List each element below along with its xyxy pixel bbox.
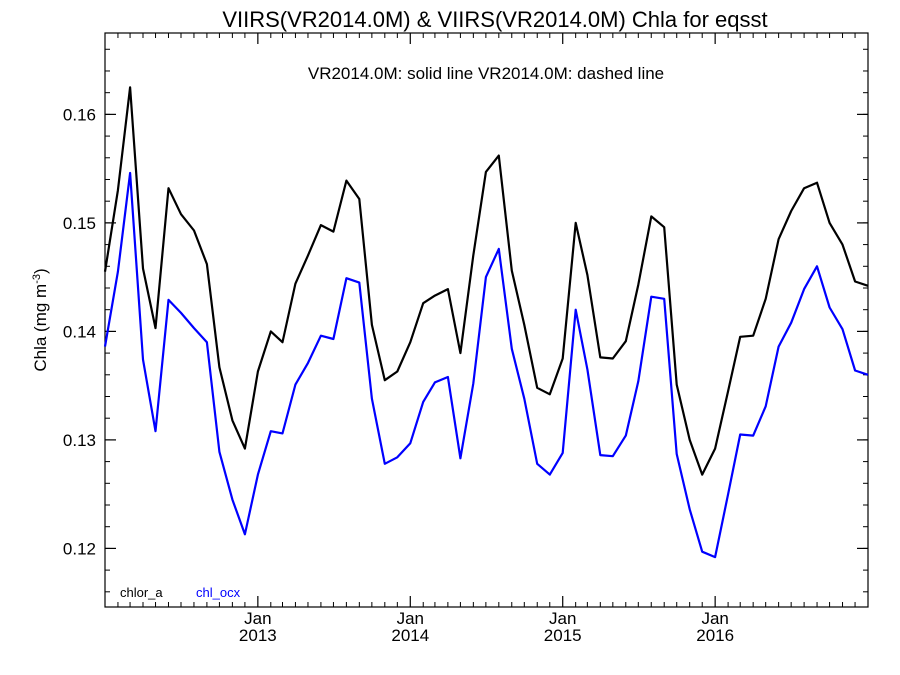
y-tick-label: 0.16 (63, 105, 96, 124)
x-tick-year: 2015 (544, 626, 582, 645)
y-minor-ticks (105, 48, 868, 593)
x-tick-year: 2016 (696, 626, 734, 645)
y-axis-label: Chla (mg m-3) (31, 268, 50, 371)
series-line-chlor-a (103, 86, 869, 476)
legend-chl-ocx: chl_ocx (196, 585, 241, 600)
data-series (103, 86, 869, 559)
y-axis-ticks: 0.12 0.13 0.14 0.15 0.16 (63, 105, 868, 558)
y-tick-label: 0.13 (63, 431, 96, 450)
x-minor-ticks (117, 33, 856, 607)
x-tick-year: 2014 (391, 626, 429, 645)
legend-chlor-a: chlor_a (120, 585, 163, 600)
x-tick-month: Jan (397, 609, 424, 628)
series-line-chl-ocx (103, 171, 869, 559)
x-tick-month: Jan (701, 609, 728, 628)
y-tick-label: 0.14 (63, 322, 96, 341)
y-tick-label: 0.15 (63, 214, 96, 233)
x-tick-month: Jan (244, 609, 271, 628)
plot-frame (104, 32, 869, 608)
x-tick-year: 2013 (239, 626, 277, 645)
y-tick-label: 0.12 (63, 539, 96, 558)
chart-title: VIIRS(VR2014.0M) & VIIRS(VR2014.0M) Chla… (222, 7, 767, 32)
chart-subtitle: VR2014.0M: solid line VR2014.0M: dashed … (308, 64, 664, 83)
x-tick-month: Jan (549, 609, 576, 628)
